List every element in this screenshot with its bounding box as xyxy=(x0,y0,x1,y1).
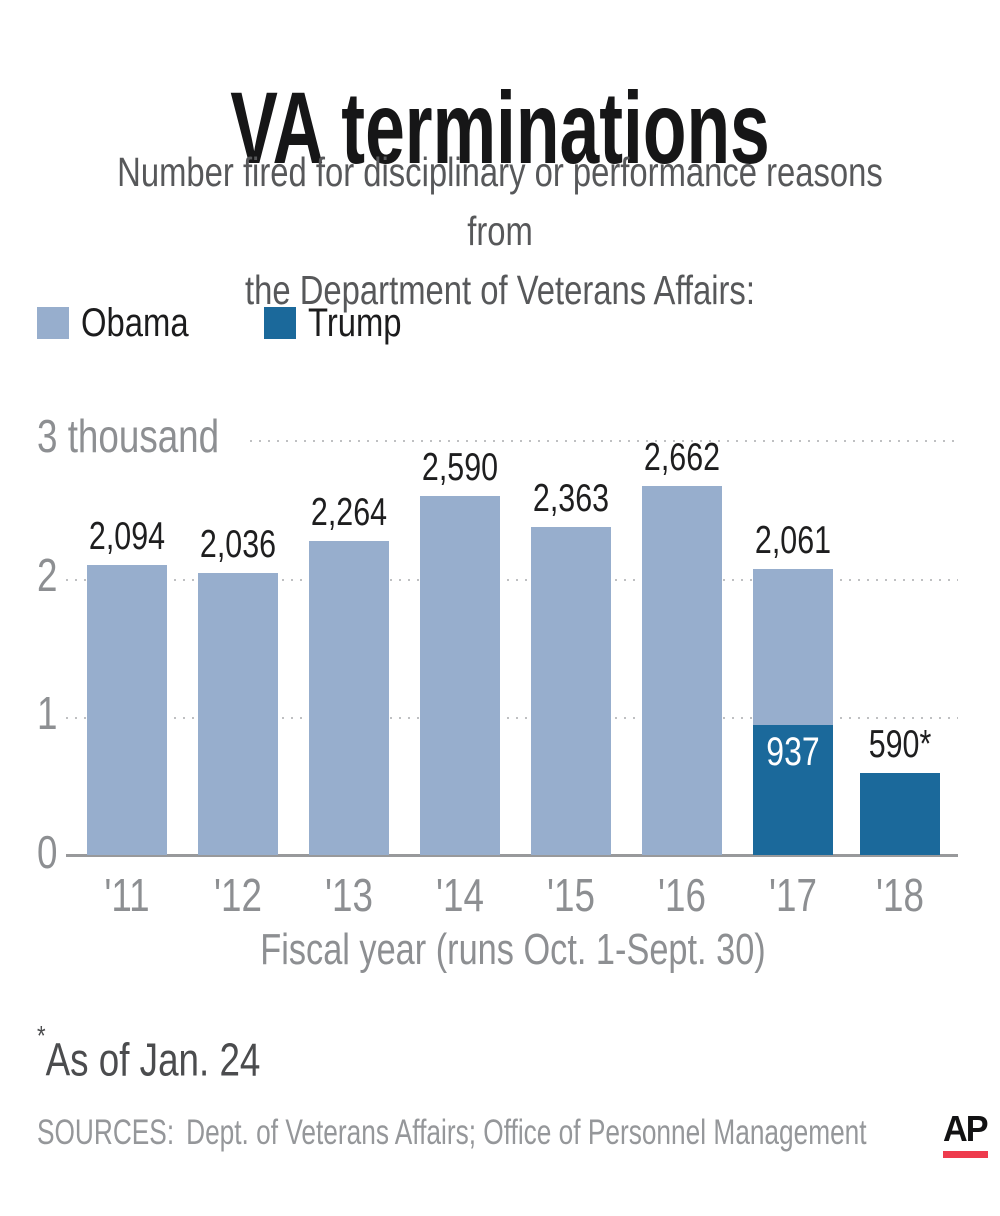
bar-value-label: 2,061 xyxy=(754,519,832,563)
bar-value-label: 590* xyxy=(868,723,932,767)
ap-logo-underline xyxy=(943,1151,988,1158)
x-tick-label: '17 xyxy=(769,869,817,921)
bar-fy16-obama xyxy=(642,485,722,855)
ap-logo-text: AP xyxy=(943,1108,989,1149)
bar-inner-label: 937 xyxy=(766,730,820,775)
bar-value-label: 2,590 xyxy=(421,445,499,489)
trump-color-swatch xyxy=(264,307,297,339)
chart-subtitle-line2: the Department of Veterans Affairs: xyxy=(245,267,755,313)
footnote-text: As of Jan. 24 xyxy=(45,1033,261,1086)
y-tick-text: 3 thousand xyxy=(37,410,220,462)
sources-line: SOURCES: Dept. of Veterans Affairs; Offic… xyxy=(37,1110,867,1156)
legend-item-trump: Trump xyxy=(264,302,422,344)
x-tick-label: '15 xyxy=(547,869,595,921)
x-tick-label: '14 xyxy=(436,869,484,921)
gridline-1000 xyxy=(66,717,958,720)
bar-fy11-obama xyxy=(87,564,167,855)
bar-fy17-obama xyxy=(753,569,833,726)
bar-fy13-obama xyxy=(309,541,389,855)
y-tick-text: 1 xyxy=(37,687,58,740)
gridline-3000 xyxy=(250,440,958,442)
sources-label: SOURCES: xyxy=(37,1113,175,1152)
x-tick-label: '13 xyxy=(325,869,373,921)
x-tick-label: '12 xyxy=(214,869,262,921)
legend-item-obama: Obama xyxy=(37,302,212,344)
bar-value-label: 2,094 xyxy=(88,514,166,558)
bar-value-label: 2,363 xyxy=(532,477,610,521)
legend-label-trump: Trump xyxy=(308,301,402,345)
footnote-asterisk: * xyxy=(37,1020,46,1052)
bar-value-label: 2,036 xyxy=(199,522,277,566)
x-tick-label: '16 xyxy=(658,869,706,921)
y-tick-label-2000: 2 xyxy=(37,549,63,601)
bar-fy18-trump xyxy=(860,773,940,855)
sources-text: Dept. of Veterans Affairs; Office of Per… xyxy=(186,1113,867,1152)
bar-value-label: 2,662 xyxy=(643,435,721,479)
chart-subtitle: Number fired for disciplinary or perform… xyxy=(100,143,900,320)
chart-subtitle-line1: Number fired for disciplinary or perform… xyxy=(117,149,883,254)
y-tick-label-3000: 3 thousand xyxy=(37,410,265,462)
bar-value-label: 2,264 xyxy=(310,491,388,535)
y-tick-text: 0 xyxy=(37,826,58,878)
bar-fy12-obama xyxy=(198,572,278,855)
x-axis-title: Fiscal year (runs Oct. 1-Sept. 30) xyxy=(260,925,766,974)
x-tick-label: '18 xyxy=(876,869,924,921)
y-tick-label-0: 0 xyxy=(37,826,63,878)
chart-title: VA terminations xyxy=(230,71,770,186)
x-axis-line xyxy=(66,854,958,857)
bar-fy15-obama xyxy=(531,527,611,855)
y-tick-label-1000: 1 xyxy=(37,687,63,739)
x-tick-label: '11 xyxy=(104,869,150,921)
plot-area: 3 thousand 2 1 0 2,094 '11 2,036 '12 2,264 '13 2,5… xyxy=(0,410,1000,921)
bar-fy17-trump: 937 xyxy=(753,725,833,855)
legend-label-obama: Obama xyxy=(81,301,189,345)
y-tick-text: 2 xyxy=(37,548,58,601)
ap-logo: AP xyxy=(943,1108,989,1158)
gridline-2000 xyxy=(66,578,958,581)
legend: Obama Trump xyxy=(37,302,474,344)
footnote: *As of Jan. 24 xyxy=(37,1020,261,1086)
bar-fy14-obama xyxy=(420,495,500,855)
obama-color-swatch xyxy=(37,307,69,339)
